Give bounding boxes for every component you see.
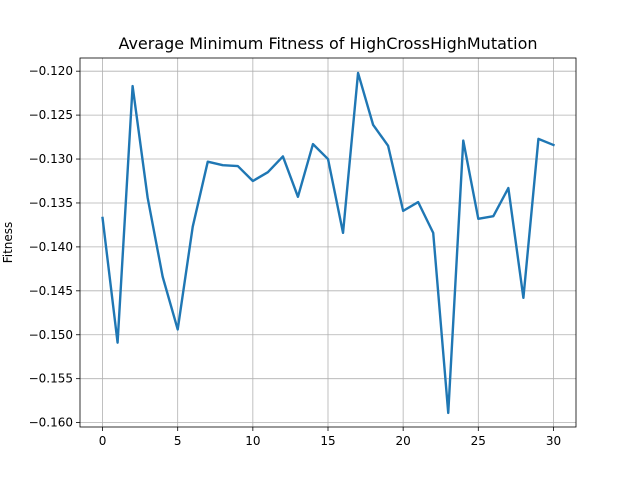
tick-layer: 0 5 10 15 20 25 30 −0.160 −0.155 −0.150 −0.145 −0.1… <box>29 64 562 448</box>
x-tick-label: 30 <box>546 434 561 448</box>
x-tick-label: 20 <box>396 434 411 448</box>
x-tick-label: 10 <box>245 434 260 448</box>
y-axis-label: Fitness <box>1 222 15 264</box>
x-tick-label: 5 <box>174 434 182 448</box>
series-layer <box>101 71 556 415</box>
x-tick-label: 0 <box>99 434 107 448</box>
y-tick-label: −0.140 <box>29 240 73 254</box>
chart-title: Average Minimum Fitness of HighCrossHigh… <box>118 34 537 53</box>
y-tick-label: −0.145 <box>29 284 73 298</box>
y-tick-label: −0.135 <box>29 196 73 210</box>
x-tick-label: 15 <box>320 434 335 448</box>
y-tick-label: −0.160 <box>29 416 73 430</box>
y-tick-label: −0.150 <box>29 328 73 342</box>
y-tick-label: −0.125 <box>29 108 73 122</box>
x-tick-label: 25 <box>471 434 486 448</box>
y-tick-label: −0.130 <box>29 152 73 166</box>
y-tick-label: −0.120 <box>29 64 73 78</box>
series-line <box>101 71 556 415</box>
y-tick-label: −0.155 <box>29 372 73 386</box>
